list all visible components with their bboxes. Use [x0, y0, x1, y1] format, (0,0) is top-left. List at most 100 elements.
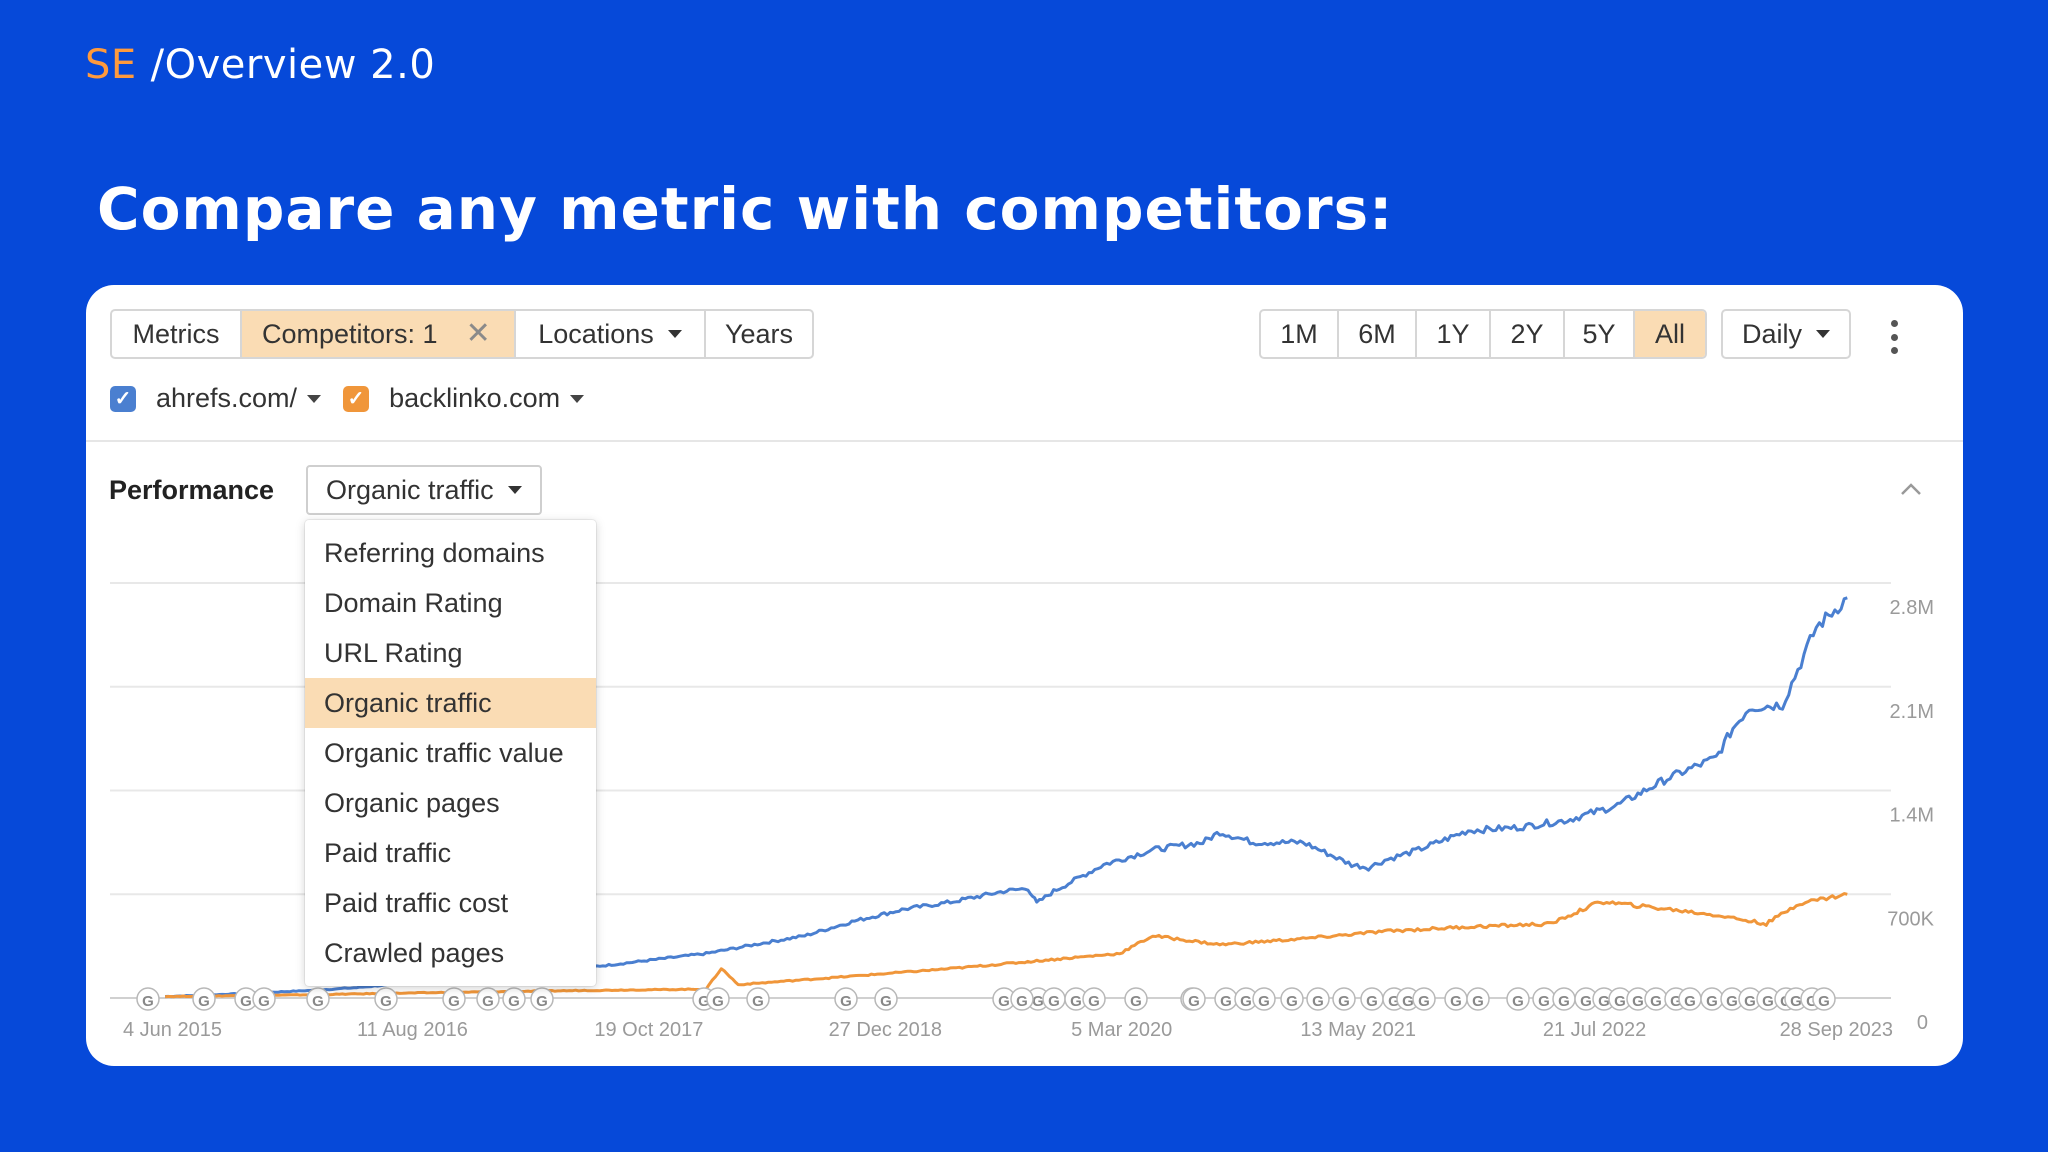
annotation-marker [374, 987, 398, 1011]
range-1m[interactable]: 1M [1261, 311, 1339, 357]
annotation-marker-label: G [1016, 993, 1028, 1010]
annotation-marker [530, 987, 554, 1011]
annotation-marker-label: G [1388, 993, 1400, 1010]
annotation-marker [306, 987, 330, 1011]
metric-select-value: Organic traffic [326, 474, 494, 505]
annotation-marker [192, 987, 216, 1011]
performance-label: Performance [109, 475, 275, 505]
annotation-marker [442, 987, 466, 1011]
metrics-button[interactable]: Metrics [112, 311, 242, 357]
granularity-button[interactable]: Daily [1723, 311, 1849, 357]
domain-item-backlinko[interactable]: ✓ backlinko.com [343, 383, 585, 414]
range-1y-label: 1Y [1436, 318, 1470, 349]
checkbox-icon[interactable]: ✓ [110, 385, 136, 412]
annotation-marker-label: G [998, 993, 1010, 1010]
x-tick-label: 4 Jun 2015 [123, 1019, 222, 1041]
annotation-marker [1124, 987, 1148, 1011]
annotation-marker-label: G [840, 993, 852, 1010]
domain-name: backlinko.com [389, 383, 561, 413]
metric-option[interactable]: Domain Rating [324, 587, 503, 618]
annotation-marker-label: G [1258, 993, 1270, 1010]
range-6m[interactable]: 6M [1339, 311, 1417, 357]
annotation-marker-label: G [1240, 993, 1252, 1010]
range-toolbar: 1M 6M 1Y 2Y 5Y All [1259, 309, 1707, 359]
annotation-marker-label: G [1402, 993, 1414, 1010]
metric-option[interactable]: URL Rating [324, 637, 463, 668]
annotation-marker [1280, 987, 1304, 1011]
y-tick-label: 2.8M [1890, 597, 1934, 619]
annotation-marker-label: G [1632, 993, 1644, 1010]
annotation-marker-label: G [1818, 993, 1830, 1010]
metric-option[interactable]: Paid traffic cost [324, 887, 509, 918]
range-2y[interactable]: 2Y [1491, 311, 1565, 357]
annotation-marker [1182, 987, 1206, 1011]
annotation-marker [476, 987, 500, 1011]
annotation-marker-label: G [698, 993, 710, 1010]
annotation-marker-label: G [1580, 993, 1592, 1010]
annotation-marker [1082, 987, 1106, 1011]
metric-option[interactable]: Crawled pages [324, 937, 505, 968]
chevron-down-icon [1816, 330, 1831, 338]
checkbox-icon[interactable]: ✓ [343, 385, 370, 412]
more-options-icon[interactable] [1889, 320, 1899, 354]
chevron-down-icon [507, 486, 522, 494]
annotation-marker-label: G [1684, 993, 1696, 1010]
annotation-marker-label: G [1130, 993, 1142, 1010]
annotation-marker-label: G [1472, 993, 1484, 1010]
metrics-label: Metrics [132, 318, 220, 349]
annotation-marker-label: G [1670, 993, 1682, 1010]
annotation-marker-label: G [712, 993, 724, 1010]
metric-select[interactable]: Organic traffic [306, 465, 542, 515]
annotation-marker [1332, 987, 1356, 1011]
annotation-marker-label: G [508, 993, 520, 1010]
years-label: Years [724, 318, 794, 349]
x-tick-label: 13 May 2021 [1300, 1019, 1416, 1041]
chevron-up-icon[interactable] [1900, 479, 1922, 501]
annotation-marker-label: G [1706, 993, 1718, 1010]
annotation-marker-label: G [1726, 993, 1738, 1010]
annotation-marker [502, 987, 526, 1011]
annotation-marker [1252, 987, 1276, 1011]
granularity-dropdown[interactable]: Daily [1721, 309, 1851, 359]
annotation-marker [1812, 987, 1836, 1011]
annotation-marker-label: G [1338, 993, 1350, 1010]
annotation-marker-label: G [1744, 993, 1756, 1010]
annotation-marker-label: G [258, 993, 270, 1010]
annotation-marker-label: G [1598, 993, 1610, 1010]
annotation-marker-label: G [1070, 993, 1082, 1010]
annotation-marker-label: G [1538, 993, 1550, 1010]
metric-option[interactable]: Referring domains [324, 537, 545, 568]
annotation-marker-label: G [312, 993, 324, 1010]
range-5y[interactable]: 5Y [1565, 311, 1635, 357]
annotation-marker [746, 987, 770, 1011]
domain-item-ahrefs[interactable]: ✓ ahrefs.com/ [110, 383, 322, 414]
metric-option[interactable]: Organic traffic value [324, 737, 564, 768]
range-all[interactable]: All [1635, 311, 1705, 357]
annotation-marker-label: G [240, 993, 252, 1010]
brand-prefix: SE [85, 42, 137, 88]
metric-dropdown-menu: Referring domains Domain Rating URL Rati… [305, 520, 596, 986]
competitors-button[interactable]: Competitors: 1 ✕ [242, 311, 516, 357]
brand-title: SE/Overview 2.0 [85, 42, 435, 88]
locations-dropdown[interactable]: Locations [516, 311, 706, 357]
annotation-marker-label: G [1558, 993, 1570, 1010]
annotation-marker [1010, 987, 1034, 1011]
close-icon[interactable]: ✕ [465, 317, 491, 350]
chevron-down-icon[interactable] [570, 394, 585, 403]
brand-page: /Overview 2.0 [150, 42, 436, 88]
annotation-marker-label: G [880, 993, 892, 1010]
annotation-marker-label: G [482, 993, 494, 1010]
headline: Compare any metric with competitors: [97, 175, 1394, 243]
years-button[interactable]: Years [706, 311, 812, 357]
chevron-down-icon[interactable] [307, 394, 322, 403]
x-tick-label: 27 Dec 2018 [829, 1019, 942, 1041]
range-1y[interactable]: 1Y [1417, 311, 1491, 357]
annotation-marker-label: G [1088, 993, 1100, 1010]
metric-option[interactable]: Organic pages [324, 787, 500, 818]
annotation-marker-label: G [1512, 993, 1524, 1010]
granularity-label: Daily [1742, 318, 1803, 349]
metric-option-selected[interactable]: Organic traffic [305, 678, 596, 728]
divider [86, 440, 1963, 442]
metric-option[interactable]: Paid traffic [324, 837, 452, 868]
range-1m-label: 1M [1280, 318, 1318, 349]
